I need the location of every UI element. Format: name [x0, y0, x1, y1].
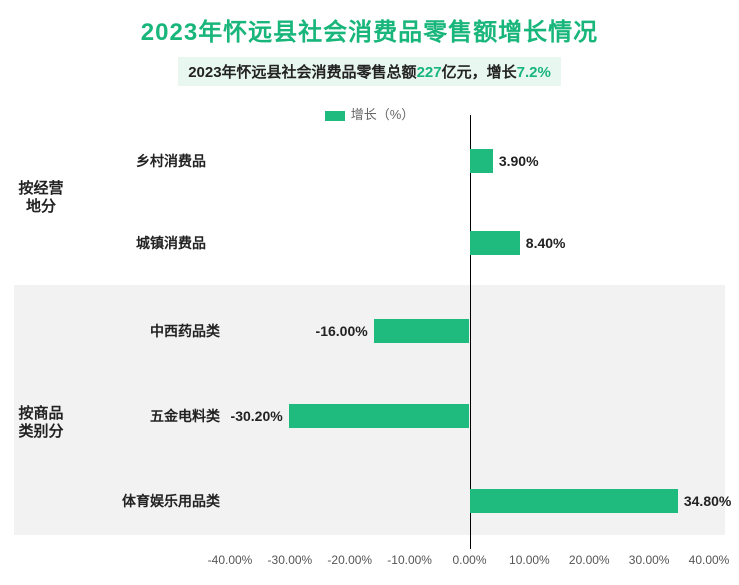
x-tick-label: -20.00%	[327, 553, 372, 567]
category-label: 乡村消费品	[86, 151, 206, 171]
bar	[470, 489, 678, 513]
x-tick-label: -40.00%	[208, 553, 253, 567]
category-row: 城镇消费品 8.40%	[0, 227, 739, 259]
value-label: -30.20%	[231, 408, 283, 424]
x-axis: -40.00% -30.00% -20.00% -10.00% 0.00% 10.00% 2…	[0, 553, 739, 573]
subtitle-part1: 2023年怀远县社会消费品零售总额	[188, 64, 416, 81]
category-row: 中西药品类 -16.00%	[0, 315, 739, 347]
x-tick-label: 40.00%	[689, 553, 730, 567]
subtitle-container: 2023年怀远县社会消费品零售总额227亿元，增长7.2%	[0, 57, 739, 86]
value-label: 8.40%	[526, 235, 566, 251]
category-label: 五金电料类	[100, 406, 220, 426]
subtitle-value2: 7.2%	[517, 64, 551, 81]
chart-area: 按经营地分按商品类别分 乡村消费品3.90%城镇消费品8.40%中西药品类-16…	[0, 115, 739, 549]
subtitle: 2023年怀远县社会消费品零售总额227亿元，增长7.2%	[178, 57, 561, 86]
x-tick-label: 0.00%	[452, 553, 486, 567]
x-tick-label: 30.00%	[629, 553, 670, 567]
category-row: 乡村消费品 3.90%	[0, 145, 739, 177]
x-tick-label: 10.00%	[509, 553, 550, 567]
subtitle-value1: 227	[417, 64, 442, 81]
bar	[289, 404, 470, 428]
value-label: -16.00%	[316, 323, 368, 339]
category-label: 中西药品类	[100, 321, 220, 341]
category-row: 五金电料类 -30.20%	[0, 400, 739, 432]
bar	[470, 149, 493, 173]
category-label: 城镇消费品	[86, 233, 206, 253]
group-label: 按经营地分	[14, 180, 68, 216]
bar	[374, 319, 470, 343]
value-label: 34.80%	[684, 493, 731, 509]
category-row: 体育娱乐用品类 34.80%	[0, 485, 739, 517]
value-label: 3.90%	[499, 153, 539, 169]
category-label: 体育娱乐用品类	[100, 491, 220, 511]
subtitle-part2: 亿元，增长	[442, 64, 517, 81]
x-tick-label: -10.00%	[387, 553, 432, 567]
x-tick-label: 20.00%	[569, 553, 610, 567]
x-tick-label: -30.00%	[268, 553, 313, 567]
bar	[470, 231, 520, 255]
chart-title: 2023年怀远县社会消费品零售额增长情况	[0, 0, 739, 47]
